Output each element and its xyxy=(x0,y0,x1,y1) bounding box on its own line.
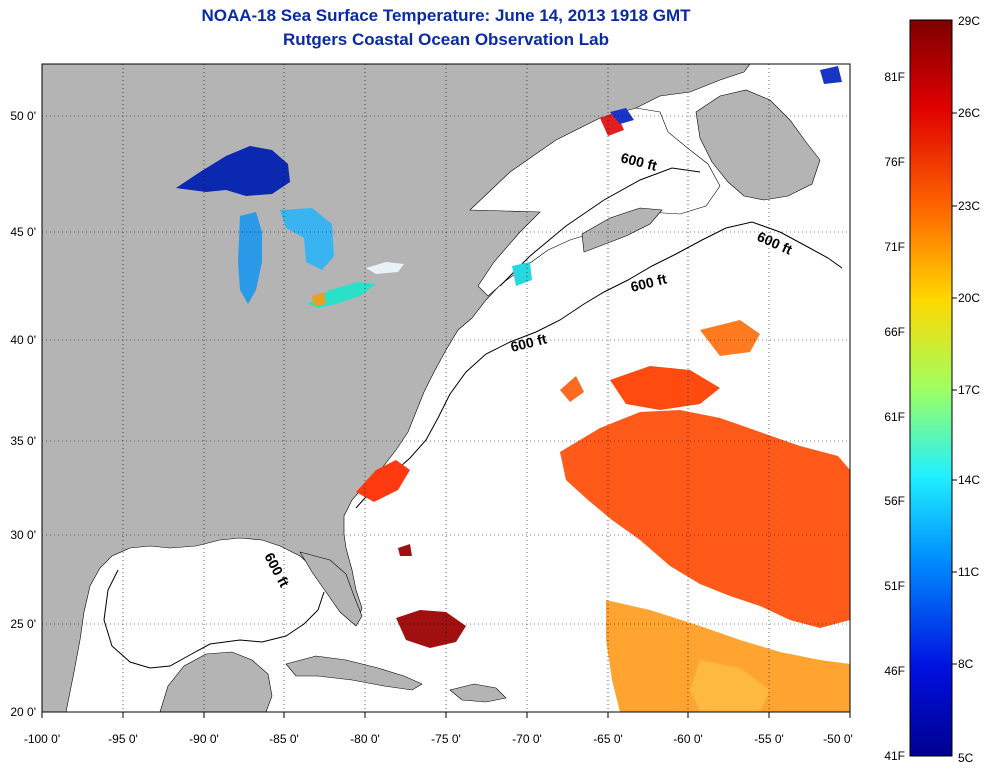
lat-tick-label: 50 0' xyxy=(10,109,36,123)
lon-tick-label: -80 0' xyxy=(350,732,380,746)
colorbar xyxy=(909,19,953,757)
lon-tick-label: -95 0' xyxy=(108,732,138,746)
colorbar-f-label: 51F xyxy=(884,579,905,593)
lake-michigan xyxy=(238,212,262,304)
colorbar-c-label: 20C xyxy=(958,291,980,305)
lon-tick-label: -50 0' xyxy=(823,732,853,746)
colorbar-f-label: 46F xyxy=(884,664,905,678)
lat-tick-label: 45 0' xyxy=(10,225,36,239)
colorbar-f-label: 76F xyxy=(884,155,905,169)
colorbar-c-label: 11C xyxy=(958,565,979,579)
gulf-600ft-contour xyxy=(103,569,325,669)
lat-tick-label: 30 0' xyxy=(10,528,36,542)
cuba-land xyxy=(285,655,423,691)
lon-tick-label: -90 0' xyxy=(189,732,219,746)
newfoundland-land xyxy=(695,89,821,201)
sst-warm-region xyxy=(356,320,850,712)
florida-peninsula xyxy=(299,551,363,627)
yucatan-land xyxy=(159,651,273,712)
laurentian-600ft-contour xyxy=(499,167,701,287)
lon-tick-label: -85 0' xyxy=(269,732,299,746)
colorbar-f-label: 71F xyxy=(884,240,905,254)
lake-ontario xyxy=(366,262,404,274)
colorbar-ticks xyxy=(952,112,957,665)
lat-tick-label: 20 0' xyxy=(10,705,36,719)
colorbar-c-label: 17C xyxy=(958,383,980,397)
lon-tick-label: -75 0' xyxy=(431,732,461,746)
colorbar-c-label: 8C xyxy=(958,657,974,671)
colorbar-f-label: 41F xyxy=(884,749,905,763)
colorbar-c-label: 23C xyxy=(958,199,980,213)
lon-tick-label: -65 0' xyxy=(593,732,623,746)
lon-tick-label: -70 0' xyxy=(512,732,542,746)
nova-scotia-land xyxy=(581,207,663,253)
lon-tick-label: -55 0' xyxy=(754,732,784,746)
map-subtitle: Rutgers Coastal Ocean Observation Lab xyxy=(283,30,609,49)
colorbar-f-label: 66F xyxy=(884,325,905,339)
colorbar-c-label: 26C xyxy=(958,106,980,120)
lat-tick-label: 25 0' xyxy=(10,617,36,631)
colorbar-c-label: 29C xyxy=(958,14,980,28)
colorbar-c-label: 14C xyxy=(958,473,980,487)
lat-tick-label: 40 0' xyxy=(10,333,36,347)
colorbar-c-label: 5C xyxy=(958,751,974,765)
lake-superior xyxy=(176,146,290,196)
lat-tick-label: 35 0' xyxy=(10,434,36,448)
map-title: NOAA-18 Sea Surface Temperature: June 14… xyxy=(201,6,691,25)
lake-huron xyxy=(280,208,334,270)
graticule xyxy=(42,64,850,712)
lon-tick-label: -60 0' xyxy=(673,732,703,746)
lon-tick-label: -100 0' xyxy=(24,732,60,746)
colorbar-f-label: 61F xyxy=(884,410,905,424)
hispaniola-land xyxy=(449,683,507,703)
colorbar-f-label: 56F xyxy=(884,494,905,508)
atlantic-600ft-contour xyxy=(355,221,843,509)
colorbar-f-label: 81F xyxy=(884,70,905,84)
tick-marks xyxy=(41,712,851,718)
